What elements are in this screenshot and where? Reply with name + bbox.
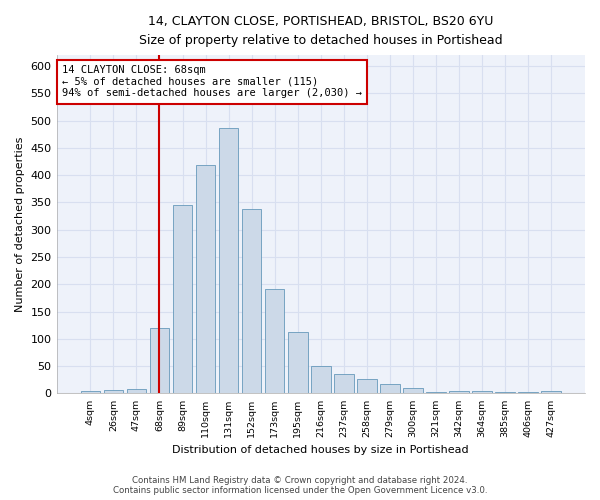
Bar <box>127 389 146 394</box>
Bar <box>288 332 308 394</box>
Bar <box>311 366 331 394</box>
Bar <box>196 166 215 394</box>
Bar <box>449 390 469 394</box>
Bar <box>357 378 377 394</box>
Bar <box>380 384 400 394</box>
Bar <box>219 128 238 394</box>
Bar <box>334 374 353 394</box>
Bar <box>173 205 193 394</box>
Y-axis label: Number of detached properties: Number of detached properties <box>15 136 25 312</box>
Bar <box>496 392 515 394</box>
Bar <box>104 390 123 394</box>
Bar <box>426 392 446 394</box>
Bar <box>149 328 169 394</box>
X-axis label: Distribution of detached houses by size in Portishead: Distribution of detached houses by size … <box>172 445 469 455</box>
Bar <box>265 288 284 394</box>
Bar <box>80 390 100 394</box>
Bar <box>518 392 538 394</box>
Text: 14 CLAYTON CLOSE: 68sqm
← 5% of detached houses are smaller (115)
94% of semi-de: 14 CLAYTON CLOSE: 68sqm ← 5% of detached… <box>62 66 362 98</box>
Bar <box>403 388 423 394</box>
Text: Contains HM Land Registry data © Crown copyright and database right 2024.
Contai: Contains HM Land Registry data © Crown c… <box>113 476 487 495</box>
Title: 14, CLAYTON CLOSE, PORTISHEAD, BRISTOL, BS20 6YU
Size of property relative to de: 14, CLAYTON CLOSE, PORTISHEAD, BRISTOL, … <box>139 15 503 47</box>
Bar <box>472 391 492 394</box>
Bar <box>541 391 561 394</box>
Bar <box>242 209 262 394</box>
